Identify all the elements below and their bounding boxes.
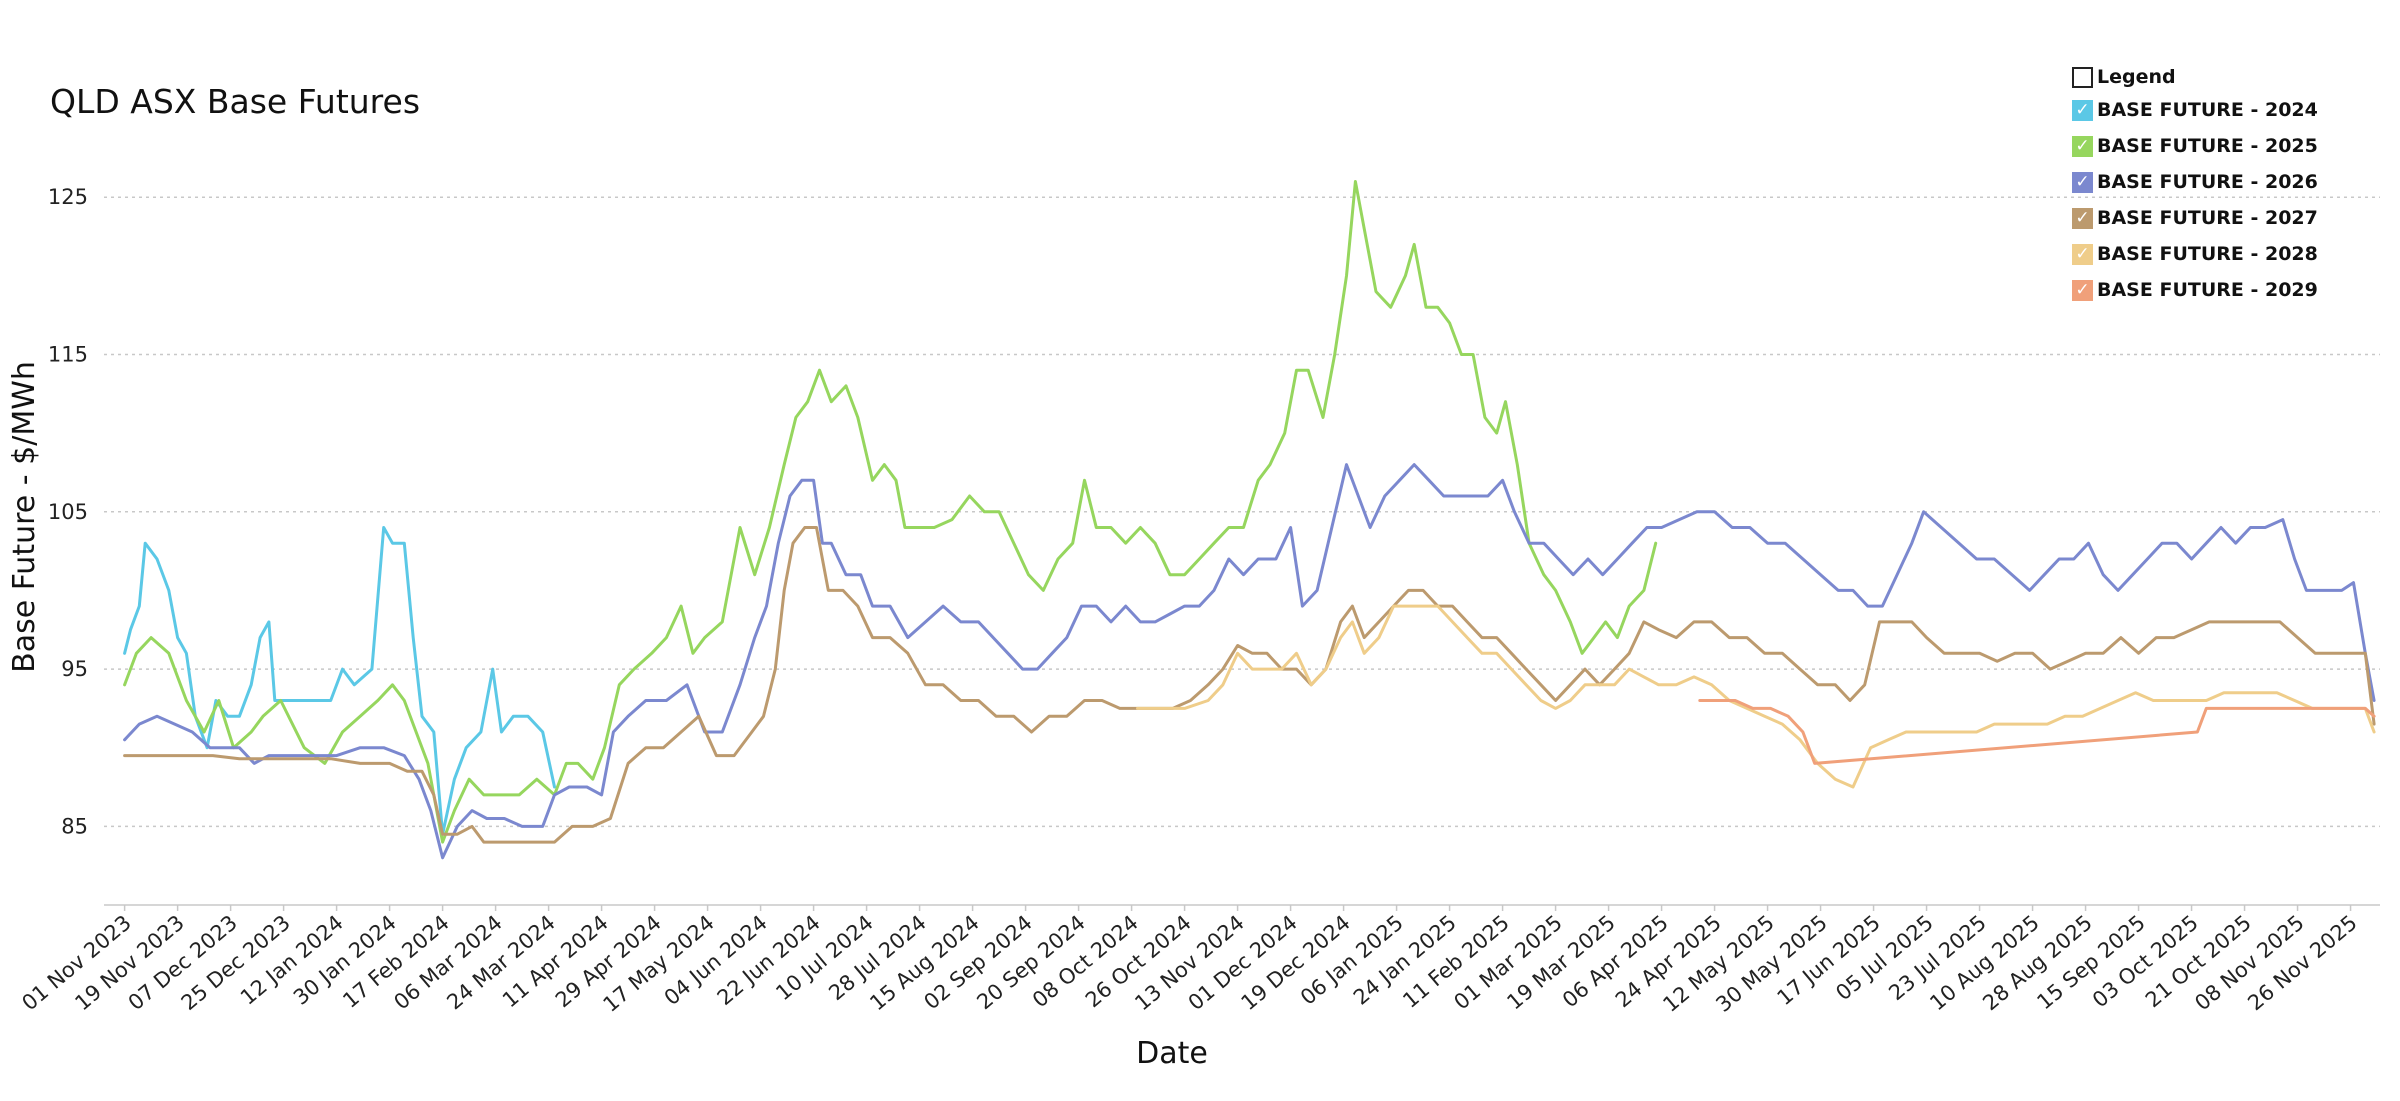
legend-item[interactable]: ✓ BASE FUTURE - 2026 <box>2072 164 2318 200</box>
legend-item-label: BASE FUTURE - 2027 <box>2097 207 2318 229</box>
axis-labels: Date Base Future - $/MWh <box>7 361 1208 1071</box>
checkbox-checked-icon[interactable]: ✓ <box>2072 207 2093 229</box>
legend-item[interactable]: ✓ BASE FUTURE - 2028 <box>2072 236 2318 272</box>
y-tick-label: 85 <box>61 814 88 838</box>
legend-item-label: BASE FUTURE - 2028 <box>2097 243 2318 265</box>
series-line-2029[interactable] <box>1698 699 2376 765</box>
legend: Legend ✓ BASE FUTURE - 2024 ✓ BASE FUTURE -… <box>2072 62 2318 308</box>
checkbox-checked-icon[interactable]: ✓ <box>2072 243 2093 265</box>
checkbox-checked-icon[interactable]: ✓ <box>2072 135 2093 157</box>
chart-title: QLD ASX Base Futures <box>50 82 421 121</box>
legend-item-label: BASE FUTURE - 2026 <box>2097 171 2318 193</box>
y-tick-label: 95 <box>61 657 88 681</box>
x-axis-label: Date <box>1136 1036 1208 1071</box>
legend-item-label: BASE FUTURE - 2029 <box>2097 279 2318 301</box>
series-line-2028[interactable] <box>1136 604 2376 789</box>
legend-item-label: BASE FUTURE - 2025 <box>2097 135 2318 157</box>
legend-toggle-checkbox[interactable] <box>2072 66 2093 88</box>
legend-item-label: BASE FUTURE - 2024 <box>2097 99 2318 121</box>
legend-item[interactable]: ✓ BASE FUTURE - 2024 <box>2072 92 2318 128</box>
legend-item[interactable]: ✓ BASE FUTURE - 2025 <box>2072 128 2318 164</box>
y-tick-label: 115 <box>48 342 88 366</box>
y-tick-label: 105 <box>48 500 88 524</box>
series-line-2026[interactable] <box>123 463 2376 860</box>
legend-header[interactable]: Legend <box>2072 62 2318 92</box>
legend-items: ✓ BASE FUTURE - 2024 ✓ BASE FUTURE - 2025 ✓ B… <box>2072 92 2318 308</box>
checkbox-checked-icon[interactable]: ✓ <box>2072 171 2093 193</box>
checkbox-checked-icon[interactable]: ✓ <box>2072 279 2093 301</box>
legend-title: Legend <box>2097 66 2176 88</box>
checkbox-checked-icon[interactable]: ✓ <box>2072 99 2093 121</box>
series-line-2025[interactable] <box>123 180 1658 844</box>
y-tick-label: 125 <box>48 185 88 209</box>
series-line-2024[interactable] <box>123 526 556 836</box>
legend-item[interactable]: ✓ BASE FUTURE - 2029 <box>2072 272 2318 308</box>
gridlines <box>104 196 2380 828</box>
legend-item[interactable]: ✓ BASE FUTURE - 2027 <box>2072 200 2318 236</box>
y-axis-label: Base Future - $/MWh <box>7 361 42 673</box>
series-lines <box>123 180 2376 860</box>
